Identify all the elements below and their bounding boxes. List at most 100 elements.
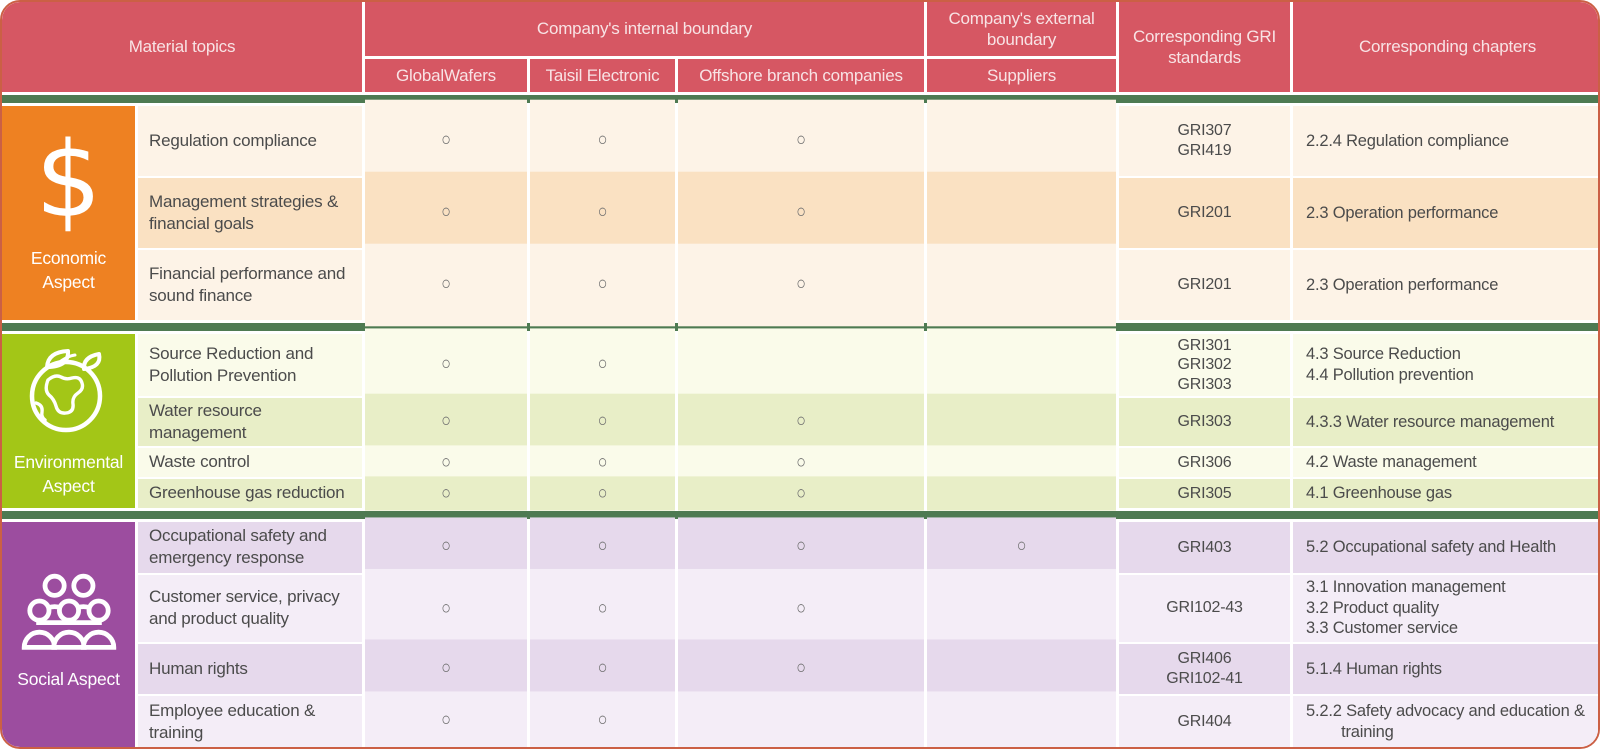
mark-cell-taisil: ○ — [530, 243, 675, 327]
topic-cell: Source Reduction and Pollution Preventio… — [138, 334, 362, 396]
mark-cell-taisil: ○ — [530, 639, 675, 699]
table-row: Customer service, privacy and product qu… — [138, 568, 1598, 648]
chapter-cell: 2.2.4 Regulation compliance — [1293, 106, 1598, 176]
mark-cell-suppliers — [927, 476, 1116, 511]
topic-cell: Human rights — [138, 643, 362, 695]
mark-cell-globalwafers: ○ — [365, 171, 527, 255]
mark-cell-taisil: ○ — [530, 445, 675, 480]
table-row: Management strategies & financial goals … — [138, 171, 1598, 255]
mark-cell-offshore: ○ — [678, 171, 924, 255]
mark-cell-offshore — [678, 328, 924, 402]
chapter-cell: 2.3 Operation performance — [1293, 250, 1598, 320]
mark-cell-globalwafers: ○ — [365, 99, 527, 183]
chapter-cell: 3.1 Innovation management 3.2 Product qu… — [1293, 574, 1598, 642]
header-globalwafers: GlobalWafers — [365, 59, 527, 92]
topic-cell: Occupational safety and emergency respon… — [138, 522, 362, 573]
table-row: Water resource management ○ ○ ○ GRI303 4… — [138, 393, 1598, 451]
mark-cell-globalwafers: ○ — [365, 691, 527, 747]
gri-cell: GRI403 — [1119, 522, 1290, 573]
mark-cell-globalwafers: ○ — [365, 243, 527, 327]
mark-cell-taisil: ○ — [530, 99, 675, 183]
chapter-cell: 4.3.3 Water resource management — [1293, 398, 1598, 446]
gri-cell: GRI306 — [1119, 448, 1290, 477]
mark-cell-taisil: ○ — [530, 476, 675, 511]
mark-cell-globalwafers: ○ — [365, 393, 527, 451]
chapter-cell: 5.2 Occupational safety and Health — [1293, 522, 1598, 573]
mark-cell-taisil: ○ — [530, 568, 675, 648]
mark-cell-suppliers — [927, 393, 1116, 451]
topic-cell: Employee education & training — [138, 696, 362, 747]
mark-cell-offshore: ○ — [678, 243, 924, 327]
table-row: Occupational safety and emergency respon… — [138, 517, 1598, 578]
topic-cell: Water resource management — [138, 398, 362, 446]
section-divider — [2, 323, 1598, 331]
mark-cell-suppliers — [927, 639, 1116, 699]
section-social: Social Aspect Occupational safety and em… — [2, 517, 1598, 747]
economic-aspect-label: Economic Aspect — [30, 247, 107, 293]
mark-cell-globalwafers: ○ — [365, 476, 527, 511]
gri-cell: GRI404 — [1119, 696, 1290, 747]
topic-cell: Waste control — [138, 448, 362, 477]
chapter-cell: 5.1.4 Human rights — [1293, 643, 1598, 695]
mark-cell-suppliers — [927, 445, 1116, 480]
mark-cell-globalwafers: ○ — [365, 445, 527, 480]
topic-cell: Management strategies & financial goals — [138, 178, 362, 248]
gri-cell: GRI201 — [1119, 178, 1290, 248]
header-suppliers: Suppliers — [927, 59, 1116, 92]
mark-cell-offshore: ○ — [678, 568, 924, 648]
header-material-topics: Material topics — [2, 2, 362, 92]
mark-cell-globalwafers: ○ — [365, 328, 527, 402]
mark-cell-globalwafers: ○ — [365, 517, 527, 578]
mark-cell-offshore: ○ — [678, 393, 924, 451]
chapter-cell: 2.3 Operation performance — [1293, 178, 1598, 248]
mark-cell-suppliers — [927, 691, 1116, 747]
table-row: Financial performance and sound finance … — [138, 243, 1598, 327]
mark-cell-globalwafers: ○ — [365, 568, 527, 648]
mark-cell-suppliers — [927, 568, 1116, 648]
mark-cell-suppliers — [927, 171, 1116, 255]
mark-cell-offshore: ○ — [678, 445, 924, 480]
gri-cell: GRI102-43 — [1119, 574, 1290, 642]
gri-cell: GRI301 GRI302 GRI303 — [1119, 334, 1290, 396]
section-environmental: Environmental Aspect Source Reduction an… — [2, 328, 1598, 511]
section-economic: $ Economic Aspect Regulation compliance … — [2, 99, 1598, 327]
mark-cell-suppliers: ○ — [927, 517, 1116, 578]
topic-cell: Regulation compliance — [138, 106, 362, 176]
header-chapters: Corresponding chapters — [1293, 2, 1598, 92]
people-group-icon — [21, 573, 117, 653]
mark-cell-offshore — [678, 691, 924, 747]
dollar-icon: $ — [35, 118, 102, 241]
topic-cell: Customer service, privacy and product qu… — [138, 574, 362, 642]
mark-cell-offshore: ○ — [678, 517, 924, 578]
table-row: Human rights ○ ○ ○ GRI406 GRI102-41 5.1.… — [138, 639, 1598, 699]
table-row: Regulation compliance ○ ○ ○ GRI307 GRI41… — [138, 99, 1598, 183]
header-gri-standards: Corresponding GRI standards — [1119, 2, 1290, 92]
social-aspect-block: Social Aspect — [2, 522, 135, 747]
mark-cell-suppliers — [927, 328, 1116, 402]
chapter-cell: 5.2.2 Safety advocacy and education & tr… — [1293, 696, 1598, 747]
mark-cell-suppliers — [927, 99, 1116, 183]
table-row: Greenhouse gas reduction ○ ○ ○ GRI305 4.… — [138, 476, 1598, 511]
chapter-cell: 4.3 Source Reduction 4.4 Pollution preve… — [1293, 334, 1598, 396]
environmental-aspect-block: Environmental Aspect — [2, 334, 135, 508]
environmental-aspect-label: Environmental Aspect — [13, 451, 124, 497]
social-aspect-label: Social Aspect — [17, 669, 120, 690]
mark-cell-taisil: ○ — [530, 691, 675, 747]
chapter-cell: 4.2 Waste management — [1293, 448, 1598, 477]
gri-cell: GRI303 — [1119, 398, 1290, 446]
topic-cell: Financial performance and sound finance — [138, 250, 362, 320]
mark-cell-taisil: ○ — [530, 393, 675, 451]
table-header: Material topics Company's internal bound… — [2, 2, 1598, 92]
gri-cell: GRI201 — [1119, 250, 1290, 320]
gri-cell: GRI305 — [1119, 479, 1290, 508]
mark-cell-taisil: ○ — [530, 171, 675, 255]
table-row: Waste control ○ ○ ○ GRI306 4.2 Waste man… — [138, 445, 1598, 480]
mark-cell-globalwafers: ○ — [365, 639, 527, 699]
header-taisil-electronic: Taisil Electronic — [530, 59, 675, 92]
table-row: Source Reduction and Pollution Preventio… — [138, 328, 1598, 402]
section-divider — [2, 95, 1598, 103]
header-offshore-branch: Offshore branch companies — [678, 59, 924, 92]
mark-cell-taisil: ○ — [530, 517, 675, 578]
mark-cell-offshore: ○ — [678, 99, 924, 183]
